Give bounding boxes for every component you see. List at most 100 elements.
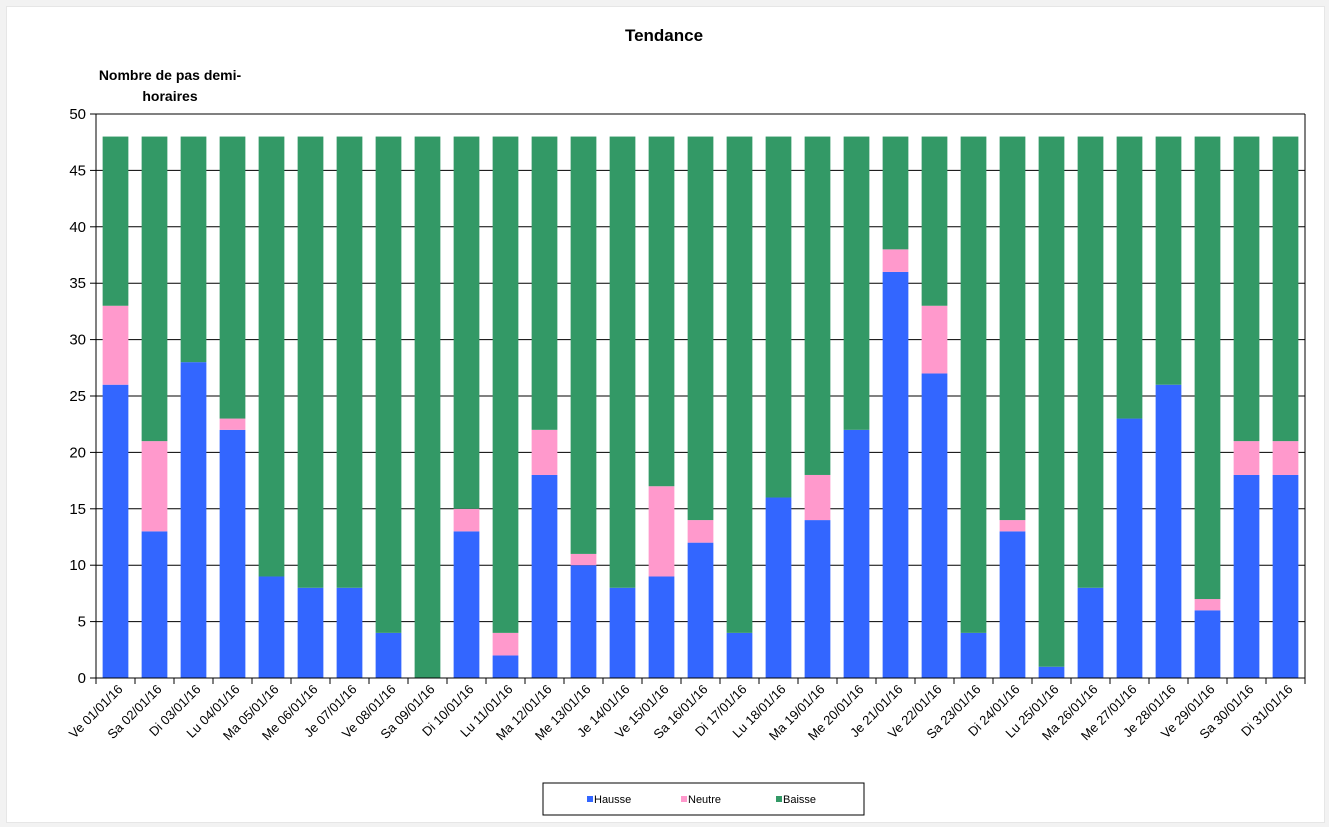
bar-hausse-6 (297, 587, 324, 678)
bar-neutre-13 (570, 553, 597, 566)
bar-hausse-10 (453, 531, 480, 678)
bar-hausse-17 (726, 632, 753, 678)
y-tick-label: 40 (69, 219, 86, 236)
bar-hausse-19 (804, 520, 831, 678)
legend: Hausse Neutre Baisse (542, 782, 865, 816)
legend-box (542, 782, 865, 816)
bar-neutre-31 (1272, 441, 1299, 475)
y-tick-label: 0 (78, 670, 86, 687)
bar-neutre-22 (921, 305, 948, 374)
bar-hausse-23 (960, 632, 987, 678)
bar-hausse-28 (1155, 384, 1182, 678)
bar-baisse-24 (999, 136, 1026, 521)
y-tick-label: 5 (78, 614, 86, 631)
y-tick-label: 15 (69, 501, 86, 518)
legend-label-baisse: Baisse (783, 794, 816, 806)
bar-baisse-13 (570, 136, 597, 554)
bar-baisse-18 (765, 136, 792, 498)
bar-baisse-11 (492, 136, 519, 633)
bar-hausse-1 (102, 384, 129, 678)
legend-swatch-baisse (776, 796, 782, 802)
bar-baisse-29 (1194, 136, 1221, 600)
y-tick-label: 20 (69, 444, 86, 461)
bar-baisse-8 (375, 136, 402, 633)
legend-label-hausse: Hausse (594, 794, 631, 806)
bar-neutre-11 (492, 632, 519, 656)
y-tick-label: 10 (69, 557, 86, 574)
bar-baisse-21 (882, 136, 909, 250)
bar-baisse-19 (804, 136, 831, 475)
bar-baisse-28 (1155, 136, 1182, 385)
bar-baisse-30 (1233, 136, 1260, 442)
bar-neutre-16 (687, 520, 714, 543)
bar-hausse-31 (1272, 474, 1299, 678)
bar-baisse-1 (102, 136, 129, 306)
bar-hausse-20 (843, 429, 870, 678)
bar-baisse-16 (687, 136, 714, 521)
legend-swatch-neutre (681, 796, 687, 802)
bar-neutre-15 (648, 486, 675, 577)
bar-hausse-8 (375, 632, 402, 678)
bar-hausse-18 (765, 497, 792, 678)
bar-neutre-2 (141, 441, 168, 532)
bar-hausse-11 (492, 655, 519, 678)
bar-neutre-24 (999, 520, 1026, 532)
bar-hausse-15 (648, 576, 675, 678)
bar-baisse-27 (1116, 136, 1143, 419)
bar-neutre-21 (882, 249, 909, 272)
bars (102, 136, 1299, 678)
legend-swatch-hausse (587, 796, 593, 802)
bar-hausse-3 (180, 362, 207, 678)
y-tick-label: 45 (69, 162, 86, 179)
bar-baisse-25 (1038, 136, 1065, 667)
bar-hausse-22 (921, 373, 948, 678)
bar-baisse-10 (453, 136, 480, 509)
bar-neutre-1 (102, 305, 129, 385)
bar-hausse-21 (882, 271, 909, 678)
bar-baisse-26 (1077, 136, 1104, 588)
bar-hausse-4 (219, 429, 246, 678)
bar-neutre-19 (804, 474, 831, 521)
bar-hausse-2 (141, 531, 168, 678)
bar-hausse-7 (336, 587, 363, 678)
bar-neutre-30 (1233, 441, 1260, 475)
bar-hausse-13 (570, 565, 597, 678)
bar-hausse-26 (1077, 587, 1104, 678)
bar-hausse-5 (258, 576, 285, 678)
bar-baisse-15 (648, 136, 675, 487)
chart-title: Tendance (625, 26, 703, 45)
legend-label-neutre: Neutre (688, 794, 721, 806)
bar-baisse-4 (219, 136, 246, 419)
bar-baisse-9 (414, 136, 441, 678)
bar-hausse-14 (609, 587, 636, 678)
bar-baisse-17 (726, 136, 753, 633)
bar-hausse-24 (999, 531, 1026, 678)
bar-baisse-6 (297, 136, 324, 588)
bar-baisse-20 (843, 136, 870, 430)
bar-baisse-23 (960, 136, 987, 633)
bar-hausse-27 (1116, 418, 1143, 678)
y-axis-label-line-2: horaires (142, 88, 197, 104)
bar-baisse-14 (609, 136, 636, 588)
bar-baisse-22 (921, 136, 948, 306)
y-tick-label: 30 (69, 332, 86, 349)
bar-baisse-5 (258, 136, 285, 577)
y-tick-label: 35 (69, 275, 86, 292)
bar-hausse-30 (1233, 474, 1260, 678)
y-tick-label: 50 (69, 106, 86, 123)
bar-baisse-3 (180, 136, 207, 363)
y-axis-label-line-1: Nombre de pas demi- (99, 67, 242, 83)
bar-baisse-12 (531, 136, 558, 430)
y-tick-label: 25 (69, 388, 86, 405)
bar-baisse-31 (1272, 136, 1299, 442)
bar-hausse-16 (687, 542, 714, 678)
bar-neutre-12 (531, 429, 558, 475)
bar-baisse-7 (336, 136, 363, 588)
bar-hausse-25 (1038, 666, 1065, 678)
bar-baisse-2 (141, 136, 168, 442)
bar-neutre-4 (219, 418, 246, 430)
bar-neutre-10 (453, 508, 480, 532)
bar-hausse-29 (1194, 610, 1221, 678)
bar-hausse-12 (531, 474, 558, 678)
